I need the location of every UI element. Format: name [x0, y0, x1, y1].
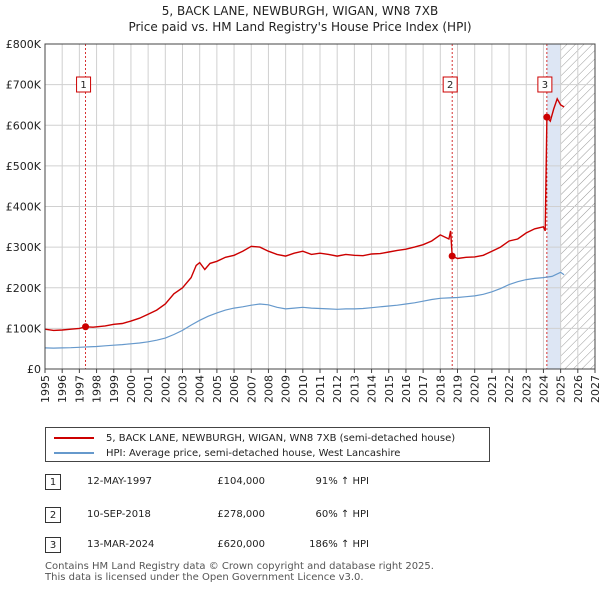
chart-title-line1: 5, BACK LANE, NEWBURGH, WIGAN, WN8 7XB	[161, 4, 439, 18]
y-tick-label: £0	[27, 363, 41, 376]
sale-3-label: 3	[542, 80, 548, 91]
x-tick-label: 1996	[56, 375, 69, 403]
x-tick-label: 2017	[417, 375, 430, 403]
x-tick-label: 2022	[503, 375, 516, 403]
sale-row-2: 2 10-SEP-2018 £278,000 60% ↑ HPI	[45, 507, 465, 525]
sale-1-label: 1	[80, 80, 86, 91]
x-tick-label: 1999	[108, 375, 121, 403]
x-tick-label: 2024	[537, 375, 550, 403]
footer-licence: This data is licensed under the Open Gov…	[45, 572, 364, 583]
sale-row-1: 1 12-MAY-1997 £104,000 91% ↑ HPI	[45, 474, 465, 492]
legend: 5, BACK LANE, NEWBURGH, WIGAN, WN8 7XB (…	[45, 427, 490, 462]
y-tick-label: £300K	[6, 241, 42, 254]
x-tick-label: 2026	[572, 375, 585, 403]
x-tick-label: 1998	[91, 375, 104, 403]
legend-swatch-property	[54, 437, 94, 439]
y-tick-label: £600K	[6, 119, 42, 132]
x-tick-label: 2013	[348, 375, 361, 403]
sale-number-badge: 2	[45, 507, 61, 523]
x-tick-label: 2025	[555, 375, 568, 403]
sale-price: £104,000	[217, 476, 265, 487]
x-tick-label: 1997	[73, 375, 86, 403]
y-tick-label: £500K	[6, 160, 42, 173]
sale-date: 12-MAY-1997	[87, 476, 153, 487]
sale-date: 13-MAR-2024	[87, 539, 155, 550]
sale-2-label-box	[442, 76, 458, 93]
y-tick-label: £800K	[6, 38, 42, 51]
legend-label-property: 5, BACK LANE, NEWBURGH, WIGAN, WN8 7XB (…	[106, 432, 456, 444]
legend-label-hpi: HPI: Average price, semi-detached house,…	[106, 447, 401, 459]
sale-3-label-box	[537, 76, 553, 93]
x-tick-label: 2005	[211, 375, 224, 403]
x-tick-label: 2009	[280, 375, 293, 403]
x-tick-label: 2003	[177, 375, 190, 403]
hpi-line	[44, 271, 565, 349]
property-price-line	[44, 97, 565, 332]
x-tick-label: 2007	[245, 375, 258, 403]
x-tick-label: 2012	[331, 375, 344, 403]
sale-number-badge: 1	[45, 474, 61, 490]
sale-hpi-change: 60% ↑ HPI	[315, 509, 369, 520]
x-tick-label: 2014	[366, 375, 379, 403]
x-tick-label: 2008	[262, 375, 275, 403]
sale-row-3: 3 13-MAR-2024 £620,000 186% ↑ HPI	[45, 537, 465, 555]
sale-hpi-change: 186% ↑ HPI	[309, 539, 369, 550]
sale-1-label-box	[76, 76, 92, 93]
x-tick-label: 1995	[39, 375, 52, 403]
x-tick-label: 2018	[434, 375, 447, 403]
x-tick-label: 2002	[159, 375, 172, 403]
legend-swatch-hpi	[54, 452, 94, 454]
footer-copyright: Contains HM Land Registry data © Crown c…	[45, 561, 434, 572]
x-tick-label: 2011	[314, 375, 327, 403]
y-tick-label: £100K	[6, 322, 42, 335]
sale-price: £620,000	[217, 539, 265, 550]
sale-hpi-change: 91% ↑ HPI	[315, 476, 369, 487]
x-tick-label: 2015	[383, 375, 396, 403]
x-tick-label: 2001	[142, 375, 155, 403]
x-tick-label: 2019	[452, 375, 465, 403]
sale-date: 10-SEP-2018	[87, 509, 151, 520]
sale-2-label: 2	[447, 80, 453, 91]
legend-item-hpi: HPI: Average price, semi-detached house,…	[54, 446, 400, 460]
x-tick-label: 2020	[469, 375, 482, 403]
x-tick-label: 2027	[589, 375, 600, 403]
y-tick-label: £200K	[6, 282, 42, 295]
x-tick-label: 2006	[228, 375, 241, 403]
x-tick-label: 2004	[194, 375, 207, 403]
legend-item-property: 5, BACK LANE, NEWBURGH, WIGAN, WN8 7XB (…	[54, 431, 455, 445]
x-tick-label: 2016	[400, 375, 413, 403]
sale-2-point	[448, 252, 456, 260]
x-tick-label: 2021	[486, 375, 499, 403]
sale-3-point	[543, 113, 551, 121]
sale-number-badge: 3	[45, 537, 61, 553]
sale-price: £278,000	[217, 509, 265, 520]
y-tick-label: £400K	[6, 201, 42, 214]
y-tick-label: £700K	[6, 79, 42, 92]
x-tick-label: 2010	[297, 375, 310, 403]
x-tick-label: 2000	[125, 375, 138, 403]
sale-1-point	[82, 323, 90, 331]
chart-title-line2: Price paid vs. HM Land Registry's House …	[128, 20, 472, 34]
x-tick-label: 2023	[520, 375, 533, 403]
